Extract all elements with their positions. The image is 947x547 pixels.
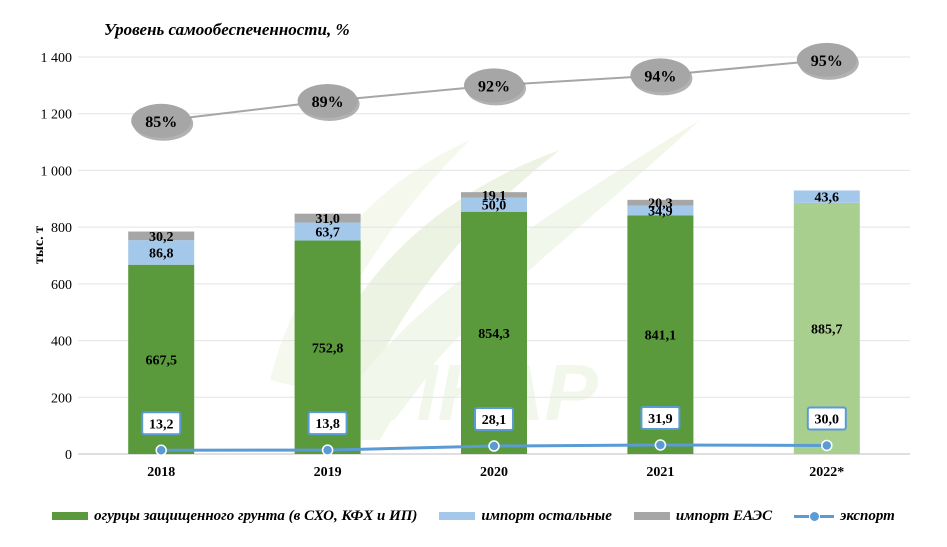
x-tick-label: 2019 [314, 465, 342, 480]
legend: огурцы защищенного грунта (в СХО, КФХ и … [0, 505, 947, 527]
self-sufficiency-label: 92% [478, 78, 510, 95]
bar-segment-import-other [294, 222, 361, 241]
y-tick-label: 0 [65, 448, 72, 463]
y-tick-label: 1 400 [41, 51, 73, 66]
bar-label-import-other: 50,0 [482, 199, 507, 214]
export-label: 13,8 [315, 417, 340, 432]
bar-label-import-eaeu: 30,2 [149, 230, 174, 245]
legend-label-import-other: импорт остальные [481, 507, 612, 524]
export-label: 28,1 [482, 413, 507, 428]
export-label: 31,9 [648, 412, 673, 427]
bar-segment-import-eaeu [627, 199, 694, 206]
legend-label-export: экспорт [840, 507, 895, 524]
self-sufficiency-label: 85% [145, 114, 177, 131]
export-point [821, 439, 833, 452]
bar-label-import-other: 43,6 [815, 191, 840, 206]
y-axis-ticks: 0 200 400 600 800 1 000 1 200 1 400 [41, 51, 73, 463]
legend-item-export: экспорт [794, 508, 895, 525]
y-axis-label: тыс. т [32, 226, 47, 264]
legend-swatch-cucumbers [52, 512, 89, 520]
legend-swatch-import-eaeu [633, 512, 670, 520]
bar-label-import-eaeu: 19,1 [482, 189, 507, 204]
bar-segment-import-other [461, 197, 527, 212]
legend-swatch-export [794, 510, 835, 522]
bar-label-cucumbers: 885,7 [811, 322, 843, 337]
y-tick-label: 1 000 [41, 164, 73, 179]
export-label: 13,2 [149, 417, 174, 432]
bar-label-cucumbers: 752,8 [312, 341, 344, 356]
bar-label-import-other: 86,8 [149, 246, 174, 261]
export-label-box [141, 411, 182, 436]
legend-item-import-eaeu: импорт ЕАЭС [633, 507, 773, 525]
legend-label-import-eaeu: импорт ЕАЭС [675, 507, 773, 524]
bar-label-import-other: 34,9 [648, 205, 673, 220]
x-tick-label: 2021 [646, 465, 674, 480]
self-sufficiency-bubble [796, 42, 857, 77]
self-sufficiency-label: 95% [811, 53, 843, 70]
legend-item-import-other: импорт остальные [439, 507, 612, 525]
legend-label-cucumbers: огурцы защищенного грунта (в СХО, КФХ и … [94, 507, 418, 524]
bar-label-cucumbers: 854,3 [478, 327, 510, 342]
export-label-box [474, 407, 514, 432]
bar-segment-import-eaeu [294, 213, 361, 223]
self-sufficiency-bubble [464, 68, 524, 103]
x-tick-label: 2022* [809, 465, 844, 480]
export-label: 30,0 [815, 412, 840, 427]
export-line: 13,2 13,8 28,1 31,9 30,0 [141, 405, 847, 457]
export-point [488, 440, 500, 452]
self-sufficiency-bubble [297, 83, 358, 118]
bar-label-import-other: 63,7 [315, 225, 340, 240]
y-tick-label: 600 [51, 278, 72, 293]
self-sufficiency-label: 89% [312, 94, 344, 111]
self-sufficiency-label: 94% [644, 68, 676, 85]
y-tick-label: 400 [51, 335, 72, 350]
x-tick-label: 2020 [480, 465, 508, 480]
y-tick-label: 1 200 [41, 108, 73, 123]
bar-label-cucumbers: 667,5 [145, 353, 177, 368]
bar-segment-import-eaeu [461, 192, 527, 198]
export-point [155, 444, 167, 457]
export-label-box [307, 411, 348, 436]
export-point [321, 444, 334, 456]
export-label-box [640, 405, 681, 430]
bar-label-import-eaeu: 31,0 [315, 212, 340, 227]
bar-label-cucumbers: 841,1 [645, 329, 677, 344]
bar-segment-import-other [627, 205, 694, 216]
y-tick-label: 200 [51, 391, 72, 406]
y-tick-label: 800 [51, 221, 72, 236]
legend-swatch-import-other [439, 512, 476, 520]
legend-item-cucumbers: огурцы защищенного грунта (в СХО, КФХ и … [52, 508, 417, 525]
x-axis-ticks: 2018 2019 2020 2021 2022* [147, 465, 844, 480]
bar-segment-import-other [793, 190, 860, 203]
export-point [654, 439, 667, 451]
export-label-box [806, 406, 847, 431]
bar-label-import-eaeu: 20,3 [648, 197, 673, 212]
self-sufficiency-line: 85% 89% 92% 94% 95% [131, 42, 859, 141]
self-sufficiency-bubble [131, 103, 192, 138]
chart-title: Уровень самообеспеченности, % [104, 20, 350, 39]
bar-segment-import-other [128, 240, 195, 265]
self-sufficiency-bubble [630, 58, 691, 93]
bar-segment-import-eaeu [128, 231, 195, 241]
x-tick-label: 2018 [147, 465, 175, 480]
